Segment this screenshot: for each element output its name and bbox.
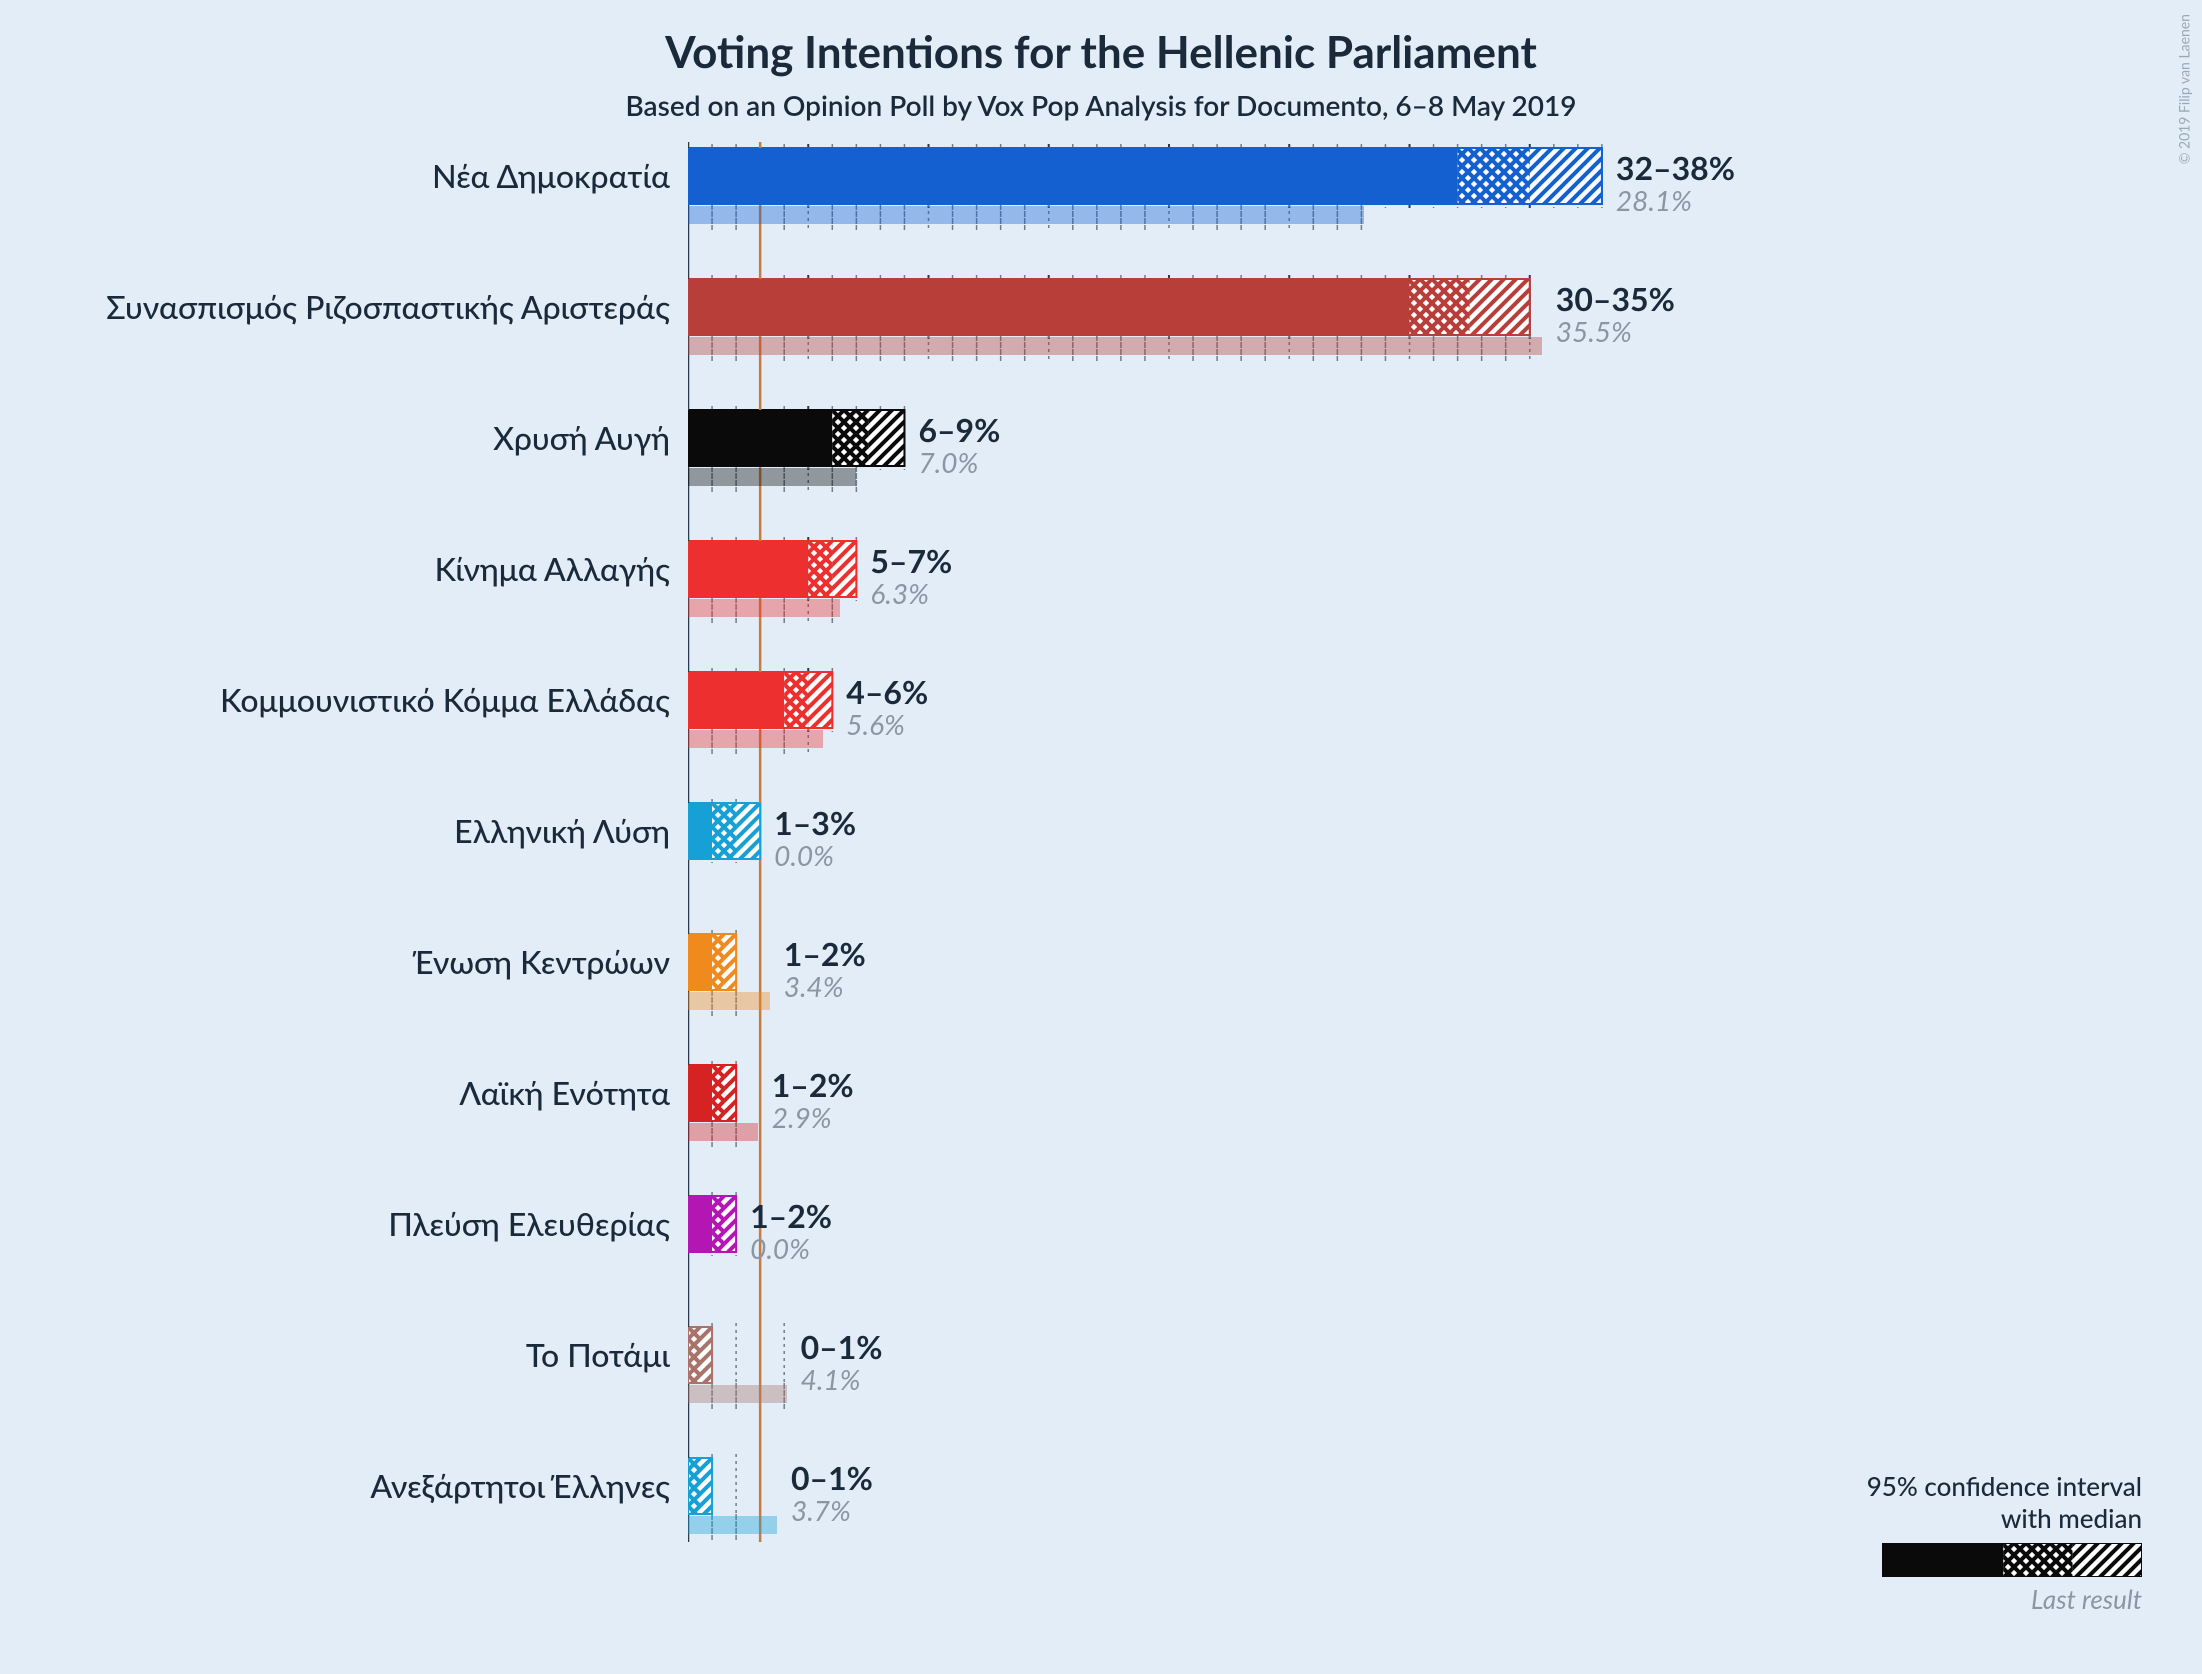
value-label: 6–9%7.0% [918, 412, 1000, 478]
ci-bar [688, 672, 834, 730]
value-label: 0–1%3.7% [791, 1460, 873, 1526]
ci-bar [688, 934, 738, 992]
party-row: Λαϊκή Ενότητα1–2%2.9% [688, 1065, 1850, 1141]
party-row: Χρυσή Αυγή6–9%7.0% [688, 410, 1850, 486]
last-result-bar [688, 1123, 758, 1141]
ci-bar [688, 148, 1604, 206]
party-name-label: Το Ποτάμι [526, 1327, 688, 1383]
last-result-bar [688, 730, 823, 748]
range-text: 1–3% [774, 805, 856, 840]
legend-bar-sample [1882, 1543, 2142, 1577]
value-label: 1–2%2.9% [772, 1067, 854, 1133]
range-text: 1–2% [750, 1198, 832, 1233]
prev-text: 7.0% [918, 447, 1000, 478]
party-row: Κίνημα Αλλαγής5–7%6.3% [688, 541, 1850, 617]
value-label: 5–7%6.3% [870, 543, 952, 609]
party-name-label: Κίνημα Αλλαγής [435, 541, 688, 597]
last-result-bar [688, 468, 856, 486]
range-text: 5–7% [870, 543, 952, 578]
range-text: 4–6% [846, 674, 928, 709]
range-text: 6–9% [918, 412, 1000, 447]
party-row: Ανεξάρτητοι Έλληνες0–1%3.7% [688, 1458, 1850, 1534]
prev-text: 4.1% [801, 1364, 883, 1395]
ci-bar [688, 279, 1532, 337]
prev-text: 0.0% [774, 840, 856, 871]
last-result-bar [688, 206, 1364, 224]
party-name-label: Συνασπισμός Ριζοσπαστικής Αριστεράς [106, 279, 688, 335]
last-result-bar [688, 1516, 777, 1534]
party-row: Πλεύση Ελευθερίας1–2%0.0% [688, 1196, 1850, 1272]
range-text: 0–1% [791, 1460, 873, 1495]
value-label: 1–3%0.0% [774, 805, 856, 871]
value-label: 32–38%28.1% [1616, 150, 1735, 216]
party-name-label: Ανεξάρτητοι Έλληνες [370, 1458, 688, 1514]
party-name-label: Νέα Δημοκρατία [432, 148, 688, 204]
prev-text: 35.5% [1556, 316, 1675, 347]
legend-ci-label: 95% confidence interval with median [1867, 1470, 2142, 1535]
prev-text: 5.6% [846, 709, 928, 740]
last-result-bar [688, 337, 1542, 355]
ci-bar [688, 1327, 714, 1385]
legend-last-label: Last result [2031, 1583, 2142, 1615]
party-row: Συνασπισμός Ριζοσπαστικής Αριστεράς30–35… [688, 279, 1850, 355]
ci-bar [688, 1458, 714, 1516]
party-row: Ελληνική Λύση1–3%0.0% [688, 803, 1850, 879]
range-text: 30–35% [1556, 281, 1675, 316]
last-result-bar [688, 992, 770, 1010]
prev-text: 0.0% [750, 1233, 832, 1264]
value-label: 30–35%35.5% [1556, 281, 1675, 347]
value-label: 4–6%5.6% [846, 674, 928, 740]
ci-bar [688, 1196, 738, 1254]
party-row: Το Ποτάμι0–1%4.1% [688, 1327, 1850, 1403]
range-text: 32–38% [1616, 150, 1735, 185]
chart-legend: 95% confidence interval with median Last… [1872, 1470, 2142, 1614]
last-result-bar [688, 1385, 787, 1403]
party-row: Κομμουνιστικό Κόμμα Ελλάδας4–6%5.6% [688, 672, 1850, 748]
party-name-label: Κομμουνιστικό Κόμμα Ελλάδας [220, 672, 688, 728]
chart-plot-area: Νέα Δημοκρατία32–38%28.1% Συνασπισμός Ριζ… [688, 0, 1850, 1674]
party-name-label: Πλεύση Ελευθερίας [388, 1196, 688, 1252]
value-label: 0–1%4.1% [801, 1329, 883, 1395]
last-result-bar [688, 599, 840, 617]
range-text: 1–2% [784, 936, 866, 971]
prev-text: 2.9% [772, 1102, 854, 1133]
ci-bar [688, 410, 906, 468]
ci-bar [688, 803, 762, 861]
ci-bar [688, 1065, 738, 1123]
copyright-text: © 2019 Filip van Laenen [2175, 14, 2192, 164]
range-text: 0–1% [801, 1329, 883, 1364]
prev-text: 3.4% [784, 971, 866, 1002]
party-name-label: Ένωση Κεντρώων [413, 934, 689, 990]
prev-text: 6.3% [870, 578, 952, 609]
value-label: 1–2%0.0% [750, 1198, 832, 1264]
party-row: Ένωση Κεντρώων1–2%3.4% [688, 934, 1850, 1010]
party-row: Νέα Δημοκρατία32–38%28.1% [688, 148, 1850, 224]
value-label: 1–2%3.4% [784, 936, 866, 1002]
prev-text: 3.7% [791, 1495, 873, 1526]
party-name-label: Λαϊκή Ενότητα [459, 1065, 688, 1121]
range-text: 1–2% [772, 1067, 854, 1102]
prev-text: 28.1% [1616, 185, 1735, 216]
party-name-label: Χρυσή Αυγή [493, 410, 688, 466]
party-name-label: Ελληνική Λύση [454, 803, 688, 859]
ci-bar [688, 541, 858, 599]
